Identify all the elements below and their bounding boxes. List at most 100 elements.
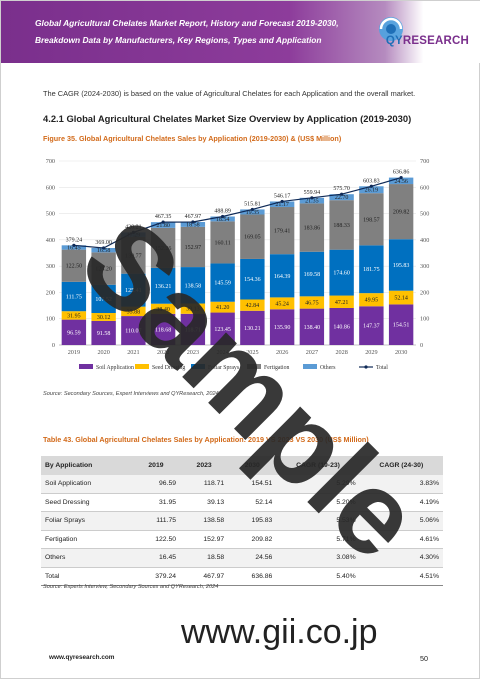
data-label: 47.21: [335, 300, 349, 306]
x-tick-label: 2025: [246, 349, 258, 356]
bar-segment: [388, 304, 414, 345]
bar-segment: [61, 245, 87, 250]
y-tick-label: 400: [46, 237, 55, 244]
bar-segment: [329, 307, 354, 345]
stacked-bar-chart: 0 100 200 300 400 500 600 700 0 100 200 300 400 500 60…: [46, 158, 430, 371]
data-label: 169.58: [304, 272, 321, 278]
total-point: [340, 192, 344, 196]
table-cell: Total: [41, 567, 132, 586]
data-label: 136.21: [155, 284, 172, 290]
table-cell: 122.50: [131, 530, 181, 549]
bar-segment: [329, 200, 354, 250]
data-label: 188.33: [333, 223, 350, 229]
data-label: 91.58: [97, 331, 111, 337]
total-label: 546.17: [274, 193, 291, 199]
total-point: [310, 196, 314, 200]
legend-label: Foliar Sprays: [208, 365, 240, 371]
bar-segment: [91, 248, 116, 253]
bar-segment: [61, 249, 87, 282]
table-cell: 96.59: [131, 475, 181, 494]
table-row: Fertigation 122.50 152.97 209.82 5.71% 4.61%: [41, 530, 443, 549]
x-tick-label: 2019: [68, 349, 80, 356]
y-tick-label: 500: [46, 211, 55, 218]
legend-label: Fertigation: [264, 365, 290, 371]
table-cell: Seed Dressing: [41, 493, 132, 512]
data-label: 22.70: [335, 195, 349, 201]
table-cell: 111.75: [131, 511, 181, 531]
data-label: 123.45: [214, 327, 231, 333]
legend-swatch: [303, 364, 317, 369]
bar-segment: [121, 232, 146, 237]
data-label: 35.88: [127, 309, 141, 315]
bar-segment: [359, 245, 384, 294]
bar-segment: [359, 293, 384, 307]
bar-segment: [269, 201, 295, 208]
bar-segment: [180, 303, 206, 314]
legend-label: Soil Application: [96, 365, 134, 371]
cagr-note: The CAGR (2024-2030) is based on the val…: [43, 89, 416, 98]
data-label: 154.51: [393, 323, 410, 329]
legend-swatch: [79, 364, 93, 369]
table-row: Others 16.45 18.58 24.56 3.08% 4.30%: [41, 548, 443, 568]
bar-segment: [180, 267, 206, 304]
bar-segment: [299, 251, 325, 297]
y-tick-label: 200: [46, 289, 55, 296]
bar-segment: [180, 221, 206, 227]
bar-segment: [91, 284, 116, 314]
qyresearch-logo: [379, 17, 403, 41]
total-label: 559.94: [304, 190, 321, 196]
data-label: 154.36: [244, 277, 261, 283]
data-label: 138.58: [185, 283, 202, 289]
data-label: 130.21: [244, 326, 261, 332]
footer-url[interactable]: www.qyresearch.com: [49, 654, 115, 661]
y2-tick-label: 200: [420, 289, 429, 296]
table-cell: 379.24: [131, 567, 181, 586]
total-point: [250, 207, 254, 212]
bar-segment: [329, 295, 354, 308]
table-cell: 636.86: [228, 567, 277, 586]
bar-segment: [299, 203, 325, 252]
total-label: 369.00: [95, 240, 112, 246]
bar-segment: [299, 197, 325, 204]
data-label: 169.05: [244, 235, 261, 241]
table-cell: Others: [41, 548, 132, 568]
legend-label: Others: [320, 365, 336, 371]
bar-segment: [329, 249, 354, 296]
table-cell: 5.06%: [359, 511, 443, 531]
data-label: 145.59: [214, 281, 231, 287]
total-label: 420.21: [125, 224, 142, 230]
x-tick-label: 2030: [395, 349, 407, 356]
data-label: 49.95: [365, 298, 379, 304]
data-label: 147.37: [363, 324, 380, 330]
table-cell: 4.51%: [359, 567, 443, 586]
y2-tick-label: 500: [420, 211, 429, 218]
y-tick-label: 700: [46, 158, 55, 165]
data-label: 111.75: [66, 295, 82, 301]
data-label: 139.77: [125, 253, 142, 259]
legend-label: Seed Dressing: [152, 365, 185, 371]
table-cell: 5.40%: [276, 567, 360, 586]
total-label: 515.81: [244, 201, 261, 207]
data-label: 96.59: [67, 330, 81, 336]
figure-source: Source: Secondary Sources, Expert Interv…: [43, 391, 219, 397]
data-label: 140.86: [333, 324, 350, 330]
table-header-cell: 2030: [228, 456, 277, 475]
data-label: 198.57: [363, 217, 380, 223]
total-label: 636.86: [393, 170, 410, 176]
x-tick-label: 2021: [127, 349, 139, 356]
data-label: 152.97: [185, 245, 202, 251]
bar-segment: [329, 194, 354, 201]
bar-segment: [299, 308, 325, 345]
data-label: 38.40: [156, 307, 170, 313]
table-cell: Fertigation: [41, 530, 132, 549]
bar-segment: [150, 303, 176, 314]
data-label: 21.17: [275, 202, 289, 208]
total-point: [399, 175, 403, 180]
data-label: 179.41: [274, 229, 291, 235]
data-label: 16.58: [97, 248, 111, 254]
y-tick-label: 300: [46, 263, 55, 270]
legend-swatch: [247, 364, 261, 369]
legend-swatch: [191, 364, 205, 369]
data-label: 138.40: [304, 325, 321, 331]
bar-segment: [240, 209, 265, 215]
